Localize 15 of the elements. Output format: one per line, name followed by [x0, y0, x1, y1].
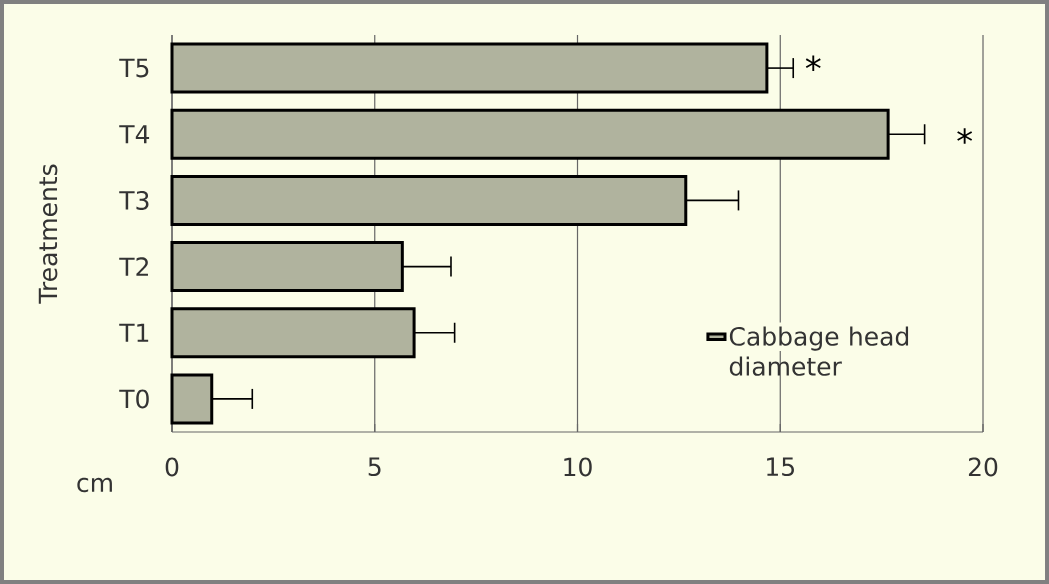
y-tick-label: T2: [119, 257, 148, 276]
annotation: *: [805, 55, 821, 71]
x-tick-label: 5: [368, 457, 381, 477]
y-tick-label: T1: [119, 323, 149, 342]
annotation: *: [957, 128, 973, 144]
y-axis-title: Treatments: [38, 164, 58, 304]
x-tick-label: 15: [767, 457, 794, 477]
y-tick-label: T3: [119, 190, 149, 210]
y-tick-label: T0: [119, 389, 149, 409]
x-axis-title: cm: [77, 477, 112, 493]
y-tick-label: T5: [119, 58, 149, 78]
x-tick-label: 0: [165, 457, 179, 477]
y-tick-label: T4: [119, 125, 150, 144]
x-tick-label: 10: [564, 457, 592, 477]
x-tick-label: 20: [968, 457, 998, 477]
